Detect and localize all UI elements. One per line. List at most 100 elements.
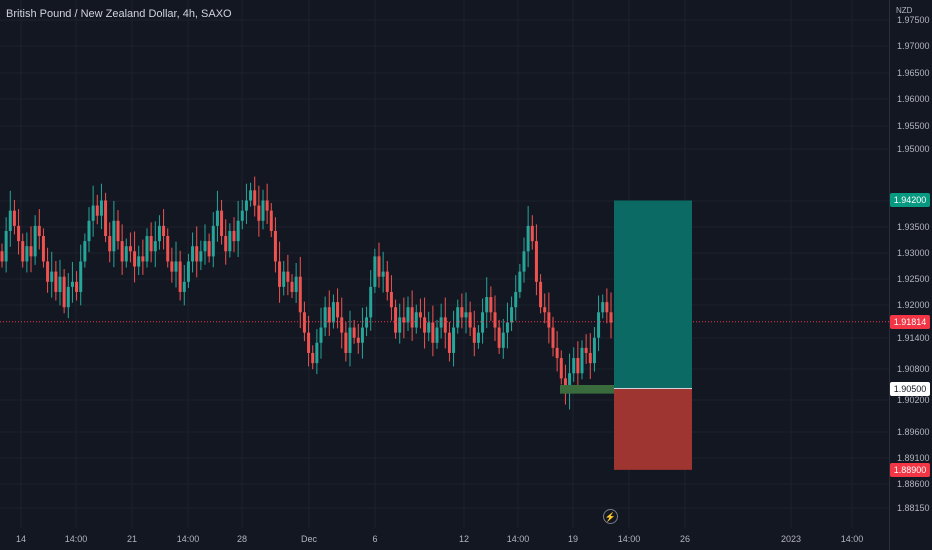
candle-body	[369, 286, 373, 318]
candles	[0, 176, 613, 410]
candle-body	[12, 210, 16, 226]
candle-body	[91, 205, 95, 221]
candle-body	[501, 332, 505, 348]
chart-title: British Pound / New Zealand Dollar, 4h, …	[6, 8, 232, 20]
candle-body	[153, 241, 157, 252]
position-overlay[interactable]	[0, 200, 889, 470]
candle-body	[70, 281, 74, 287]
candle-body	[423, 317, 427, 333]
candle-body	[236, 220, 240, 242]
candle-body	[315, 342, 319, 364]
candle-body	[493, 312, 497, 328]
candle-body	[476, 332, 480, 343]
candle-body	[195, 246, 199, 262]
candle-body	[481, 312, 485, 333]
candle-body	[282, 271, 286, 287]
candle-body	[215, 210, 219, 226]
candle-body	[211, 225, 215, 257]
candle-body	[104, 200, 108, 237]
candle-body	[17, 225, 21, 242]
take-profit-price-label: 1.94200	[890, 193, 930, 208]
candle-body	[555, 347, 559, 359]
candle-body	[377, 256, 381, 277]
time-tick-label: 2023	[780, 534, 802, 544]
candle-body	[580, 347, 584, 374]
candle-body	[452, 327, 456, 353]
entry-zone-rectangle	[560, 384, 614, 394]
candle-body	[174, 261, 178, 272]
price-axis[interactable]	[889, 0, 932, 550]
candle-body	[547, 312, 551, 328]
candle-body	[551, 327, 555, 348]
time-tick-label: 14:00	[840, 534, 864, 544]
candle-body	[228, 230, 232, 252]
candle-body	[568, 373, 572, 394]
price-tick-label: 1.97500	[897, 15, 930, 25]
lightning-icon[interactable]: ⚡	[603, 509, 618, 524]
price-tick-label: 1.91400	[897, 333, 930, 343]
candle-body	[497, 327, 501, 348]
candle-body	[443, 317, 447, 333]
candle-body	[559, 358, 563, 379]
price-tick-label: 1.88600	[897, 479, 930, 489]
price-tick-label: 1.92500	[897, 274, 930, 284]
price-tick-label: 1.93500	[897, 222, 930, 232]
candle-body	[8, 210, 12, 231]
candle-body	[66, 286, 70, 308]
candle-body	[456, 307, 460, 328]
candle-body	[203, 241, 207, 252]
currency-label: NZD	[896, 6, 913, 15]
candle-body	[323, 307, 327, 328]
candle-body	[290, 281, 294, 292]
candle-body	[344, 332, 348, 353]
time-tick-label: 6	[372, 534, 378, 544]
price-tick-label: 1.96000	[897, 94, 930, 104]
candle-body	[79, 261, 83, 292]
candle-body	[522, 251, 526, 272]
candle-body	[360, 327, 364, 343]
price-tick-label: 1.90200	[897, 395, 930, 405]
candle-body	[128, 246, 132, 252]
candle-body	[435, 327, 439, 343]
time-tick-label: Dec	[300, 534, 318, 544]
candle-body	[83, 241, 87, 262]
candle-body	[244, 200, 248, 211]
candle-body	[336, 302, 340, 318]
candle-body	[489, 297, 493, 313]
candle-body	[162, 225, 166, 237]
candle-body	[62, 276, 66, 308]
candle-body	[584, 347, 588, 353]
candle-body	[191, 246, 195, 262]
price-tick-label: 1.89600	[897, 427, 930, 437]
candle-body	[311, 352, 315, 364]
candle-body	[518, 271, 522, 292]
candle-body	[50, 271, 54, 282]
candle-body	[108, 236, 112, 252]
price-tick-label: 1.93000	[897, 248, 930, 258]
entry-price-label: 1.90500	[890, 381, 930, 396]
stop-loss-price-label: 1.88900	[890, 462, 930, 477]
candle-body	[257, 205, 261, 221]
candle-body	[207, 241, 211, 257]
time-tick-label: 19	[567, 534, 579, 544]
candle-body	[539, 281, 543, 308]
candle-body	[605, 302, 609, 313]
candle-body	[199, 251, 203, 262]
candle-body	[0, 251, 4, 262]
price-tick-label: 1.97000	[897, 41, 930, 51]
candle-body	[302, 312, 306, 333]
candle-body	[286, 271, 290, 282]
candle-body	[157, 225, 161, 242]
candle-body	[149, 236, 153, 252]
candle-body	[307, 332, 311, 353]
candle-body	[99, 200, 103, 216]
candle-body	[418, 312, 422, 318]
candle-body	[253, 190, 257, 206]
candle-body	[460, 307, 464, 318]
candle-body	[389, 291, 393, 308]
candle-body	[609, 312, 613, 323]
time-tick-label: 14:00	[176, 534, 200, 544]
candle-body	[232, 230, 236, 242]
